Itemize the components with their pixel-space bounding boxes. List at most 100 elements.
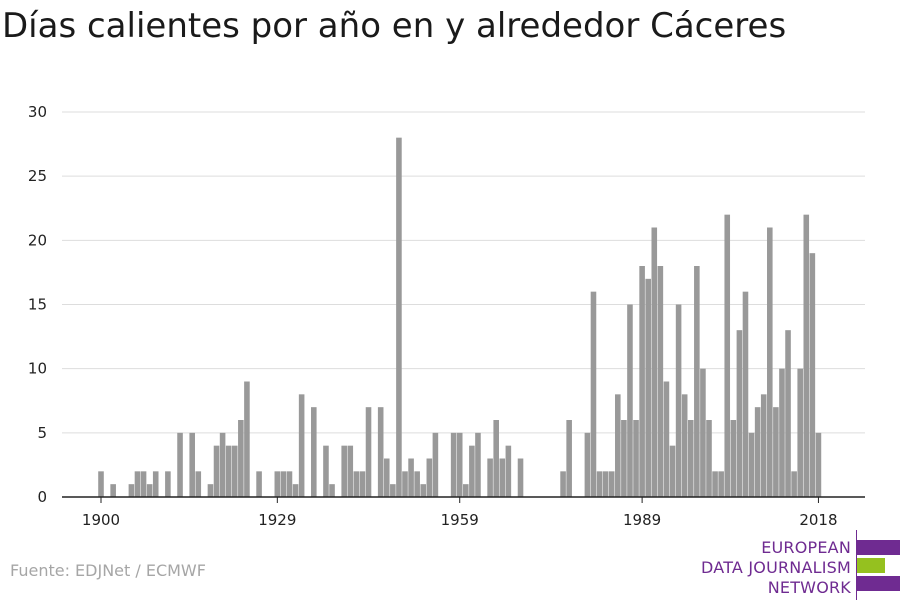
bar: [426, 458, 433, 497]
logo-text: EUROPEAN DATA JOURNALISM NETWORK: [701, 538, 851, 598]
bar: [560, 471, 566, 497]
bar: [608, 471, 615, 497]
bar: [706, 420, 712, 497]
bar: [420, 484, 427, 497]
logo-line-1: EUROPEAN: [761, 538, 851, 557]
bar: [231, 445, 238, 497]
x-tick-label: 1989: [623, 511, 661, 529]
x-axis: [62, 496, 865, 503]
bar: [748, 432, 755, 497]
bar: [165, 471, 171, 497]
bar: [487, 458, 493, 497]
bar: [499, 458, 506, 497]
bar: [383, 458, 390, 497]
bar: [791, 471, 797, 497]
edjnet-logo: EUROPEAN DATA JOURNALISM NETWORK: [700, 528, 900, 600]
logo-bar-purple-bottom: [857, 576, 900, 591]
x-tick-labels: 1900 1929 1959 1989 2018: [82, 511, 838, 529]
bar: [450, 432, 457, 497]
bar: [341, 445, 347, 497]
bar: [110, 484, 116, 497]
bar: [669, 445, 676, 497]
bar: [773, 407, 779, 497]
bar: [736, 330, 743, 497]
x-tick-label: 1900: [82, 511, 120, 529]
bar: [809, 253, 816, 497]
bar: [365, 407, 372, 497]
bar: [298, 394, 305, 497]
bar: [517, 458, 524, 497]
bar: [596, 471, 603, 497]
bar: [225, 445, 232, 497]
y-tick-label: 15: [28, 296, 47, 314]
bar: [207, 484, 214, 497]
bar: [803, 214, 810, 497]
y-tick-label: 20: [28, 231, 47, 249]
bar: [292, 484, 299, 497]
bar: [329, 484, 335, 497]
bar: [493, 420, 499, 497]
bar: [274, 471, 281, 497]
y-tick-label: 25: [28, 167, 47, 185]
bar: [244, 381, 250, 497]
logo-rule: [856, 530, 857, 600]
bar: [615, 394, 621, 497]
bar: [797, 368, 803, 497]
bar: [754, 407, 761, 497]
bars: [98, 137, 822, 497]
bar: [414, 471, 420, 497]
bar: [256, 471, 262, 497]
bar: [134, 471, 141, 497]
bar: [687, 420, 694, 497]
bar: [645, 278, 651, 497]
bar: [189, 432, 195, 497]
bar: [815, 432, 822, 497]
bar: [402, 471, 408, 497]
logo-bar-green: [857, 558, 885, 573]
bar: [767, 227, 773, 497]
x-tick-label: 2018: [799, 511, 837, 529]
bar: [390, 484, 396, 497]
bar: [353, 471, 360, 497]
bar: [633, 420, 639, 497]
bar: [675, 304, 682, 497]
bar: [456, 432, 463, 497]
bar: [712, 471, 718, 497]
gridlines: [62, 111, 865, 434]
bar: [469, 445, 475, 497]
y-tick-label: 0: [37, 488, 47, 506]
bar: [359, 471, 366, 497]
bar: [311, 407, 317, 497]
source-note: Fuente: EDJNet / ECMWF: [10, 561, 206, 580]
y-tick-labels: 0 5 10 15 20 25 30: [28, 103, 47, 506]
bar: [681, 394, 688, 497]
bar: [590, 291, 597, 497]
bar: [377, 407, 384, 497]
x-tick-label: 1959: [441, 511, 479, 529]
bar: [195, 471, 202, 497]
bar: [621, 420, 627, 497]
y-tick-label: 10: [28, 360, 47, 378]
bar: [347, 445, 354, 497]
bar: [700, 368, 706, 497]
y-tick-label: 30: [28, 103, 47, 121]
bar: [779, 368, 785, 497]
bar: [463, 484, 469, 497]
bar: [663, 381, 670, 497]
bar: [584, 432, 591, 497]
bar: [505, 445, 512, 497]
y-tick-label: 5: [37, 424, 47, 442]
bar: [742, 291, 749, 497]
bar: [98, 471, 104, 497]
bar: [657, 266, 664, 497]
bar: [730, 420, 737, 497]
bar: [286, 471, 293, 497]
bar: [694, 266, 700, 497]
bar: [566, 420, 572, 497]
x-tick-label: 1929: [258, 511, 296, 529]
bar: [280, 471, 287, 497]
logo-line-3: NETWORK: [767, 578, 851, 597]
bar: [475, 432, 481, 497]
bar: [408, 458, 414, 497]
